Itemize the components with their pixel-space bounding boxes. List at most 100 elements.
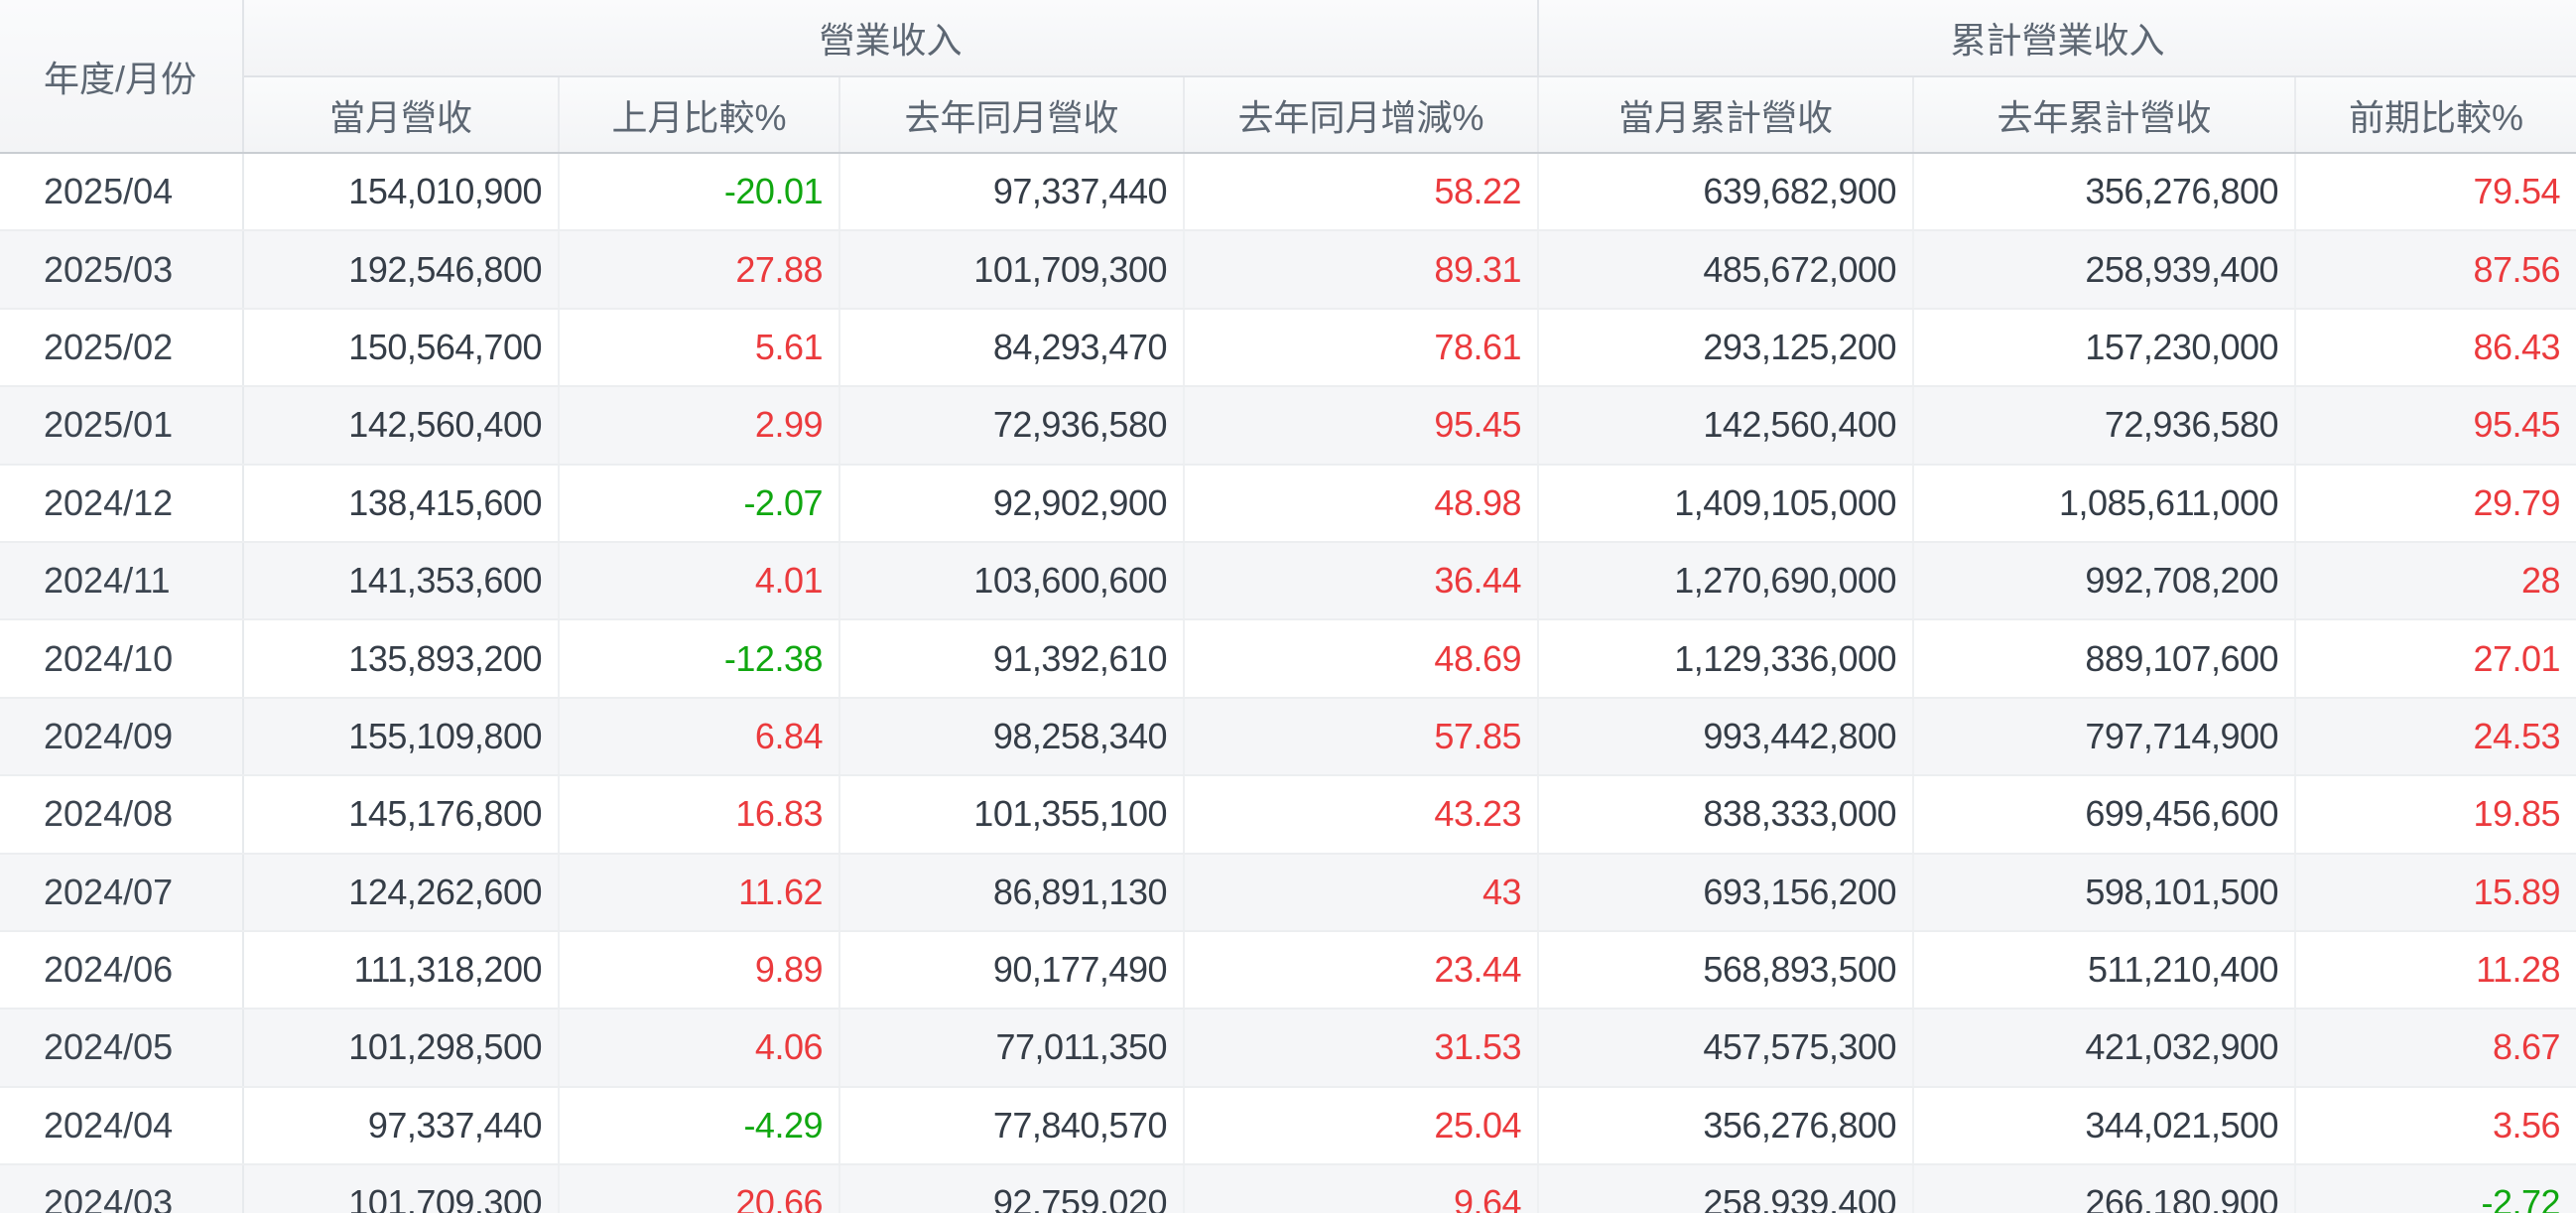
- column-header-cumulative-revenue: 當月累計營收: [1537, 76, 1915, 154]
- group-header-operating-revenue: 營業收入: [243, 0, 1539, 77]
- last-year-cumulative-revenue-cell: 1,085,611,000: [1913, 464, 2297, 543]
- period-comparison-pct-cell: 79.54: [2295, 153, 2576, 232]
- column-header-mom-comparison-pct: 上月比較%: [559, 76, 840, 154]
- period-comparison-pct-cell: 95.45: [2295, 386, 2576, 466]
- yoy-change-pct-cell: 9.64: [1184, 1164, 1540, 1213]
- cumulative-revenue-cell: 1,409,105,000: [1537, 464, 1915, 543]
- mom-comparison-pct-cell: -12.38: [559, 619, 840, 699]
- table-row: 2024/08 145,176,800 16.83 101,355,100 43…: [0, 775, 2576, 855]
- table-row: 2024/04 97,337,440 -4.29 77,840,570 25.0…: [0, 1086, 2576, 1166]
- column-header-last-year-cumulative: 去年累計營收: [1913, 76, 2297, 154]
- last-year-cumulative-revenue-cell: 421,032,900: [1913, 1009, 2297, 1088]
- yoy-change-pct-cell: 36.44: [1184, 541, 1540, 621]
- year-month-cell: 2025/02: [0, 308, 244, 388]
- period-comparison-pct-cell: 87.56: [2295, 230, 2576, 310]
- column-header-year-month: 年度/月份: [0, 0, 244, 154]
- last-year-cumulative-revenue-cell: 344,021,500: [1913, 1086, 2297, 1166]
- mom-comparison-pct-cell: -20.01: [559, 153, 840, 232]
- cumulative-revenue-cell: 356,276,800: [1537, 1086, 1915, 1166]
- monthly-revenue-cell: 101,298,500: [243, 1009, 560, 1088]
- last-year-cumulative-revenue-cell: 699,456,600: [1913, 775, 2297, 855]
- year-month-cell: 2024/05: [0, 1009, 244, 1088]
- yoy-change-pct-cell: 43.23: [1184, 775, 1540, 855]
- last-year-cumulative-revenue-cell: 157,230,000: [1913, 308, 2297, 388]
- yoy-change-pct-cell: 78.61: [1184, 308, 1540, 388]
- column-header-period-comparison-pct: 前期比較%: [2295, 76, 2576, 154]
- monthly-revenue-cell: 150,564,700: [243, 308, 560, 388]
- last-year-cumulative-revenue-cell: 598,101,500: [1913, 853, 2297, 932]
- mom-comparison-pct-cell: -2.07: [559, 464, 840, 543]
- last-year-cumulative-revenue-cell: 258,939,400: [1913, 230, 2297, 310]
- column-header-last-year-same-month: 去年同月營收: [839, 76, 1185, 154]
- monthly-revenue-cell: 145,176,800: [243, 775, 560, 855]
- table-row: 2024/11 141,353,600 4.01 103,600,600 36.…: [0, 541, 2576, 621]
- table-row: 2024/10 135,893,200 -12.38 91,392,610 48…: [0, 619, 2576, 699]
- monthly-revenue-cell: 192,546,800: [243, 230, 560, 310]
- column-header-monthly-revenue: 當月營收: [243, 76, 560, 154]
- mom-comparison-pct-cell: 2.99: [559, 386, 840, 466]
- last-year-same-month-revenue-cell: 98,258,340: [839, 697, 1185, 777]
- cumulative-revenue-cell: 258,939,400: [1537, 1164, 1915, 1213]
- period-comparison-pct-cell: 27.01: [2295, 619, 2576, 699]
- table-row: 2025/04 154,010,900 -20.01 97,337,440 58…: [0, 153, 2576, 232]
- table-row: 2025/02 150,564,700 5.61 84,293,470 78.6…: [0, 308, 2576, 388]
- period-comparison-pct-cell: 24.53: [2295, 697, 2576, 777]
- group-header-cumulative-operating-revenue: 累計營業收入: [1537, 0, 2576, 77]
- last-year-same-month-revenue-cell: 101,355,100: [839, 775, 1185, 855]
- last-year-same-month-revenue-cell: 101,709,300: [839, 230, 1185, 310]
- last-year-cumulative-revenue-cell: 992,708,200: [1913, 541, 2297, 621]
- mom-comparison-pct-cell: 11.62: [559, 853, 840, 932]
- table-row: 2024/06 111,318,200 9.89 90,177,490 23.4…: [0, 930, 2576, 1011]
- table-row: 2024/09 155,109,800 6.84 98,258,340 57.8…: [0, 697, 2576, 777]
- last-year-cumulative-revenue-cell: 511,210,400: [1913, 930, 2297, 1011]
- mom-comparison-pct-cell: 16.83: [559, 775, 840, 855]
- table-row: 2024/12 138,415,600 -2.07 92,902,900 48.…: [0, 464, 2576, 543]
- table-row: 2024/05 101,298,500 4.06 77,011,350 31.5…: [0, 1009, 2576, 1088]
- last-year-same-month-revenue-cell: 92,759,020: [839, 1164, 1185, 1213]
- period-comparison-pct-cell: 86.43: [2295, 308, 2576, 388]
- mom-comparison-pct-cell: 4.06: [559, 1009, 840, 1088]
- year-month-cell: 2024/07: [0, 853, 244, 932]
- year-month-cell: 2025/03: [0, 230, 244, 310]
- last-year-same-month-revenue-cell: 91,392,610: [839, 619, 1185, 699]
- period-comparison-pct-cell: 15.89: [2295, 853, 2576, 932]
- mom-comparison-pct-cell: 20.66: [559, 1164, 840, 1213]
- table-row: 2024/07 124,262,600 11.62 86,891,130 43 …: [0, 853, 2576, 932]
- mom-comparison-pct-cell: 9.89: [559, 930, 840, 1011]
- table-body: 2025/04 154,010,900 -20.01 97,337,440 58…: [0, 153, 2576, 1213]
- period-comparison-pct-cell: 28: [2295, 541, 2576, 621]
- cumulative-revenue-cell: 838,333,000: [1537, 775, 1915, 855]
- monthly-revenue-cell: 155,109,800: [243, 697, 560, 777]
- year-month-cell: 2024/12: [0, 464, 244, 543]
- year-month-cell: 2024/08: [0, 775, 244, 855]
- last-year-same-month-revenue-cell: 97,337,440: [839, 153, 1185, 232]
- mom-comparison-pct-cell: 27.88: [559, 230, 840, 310]
- period-comparison-pct-cell: 11.28: [2295, 930, 2576, 1011]
- last-year-same-month-revenue-cell: 77,011,350: [839, 1009, 1185, 1088]
- table-row: 2025/01 142,560,400 2.99 72,936,580 95.4…: [0, 386, 2576, 466]
- last-year-cumulative-revenue-cell: 356,276,800: [1913, 153, 2297, 232]
- last-year-same-month-revenue-cell: 77,840,570: [839, 1086, 1185, 1166]
- monthly-revenue-cell: 124,262,600: [243, 853, 560, 932]
- year-month-cell: 2024/10: [0, 619, 244, 699]
- period-comparison-pct-cell: 8.67: [2295, 1009, 2576, 1088]
- cumulative-revenue-cell: 1,129,336,000: [1537, 619, 1915, 699]
- monthly-revenue-cell: 111,318,200: [243, 930, 560, 1011]
- mom-comparison-pct-cell: 4.01: [559, 541, 840, 621]
- cumulative-revenue-cell: 568,893,500: [1537, 930, 1915, 1011]
- period-comparison-pct-cell: -2.72: [2295, 1164, 2576, 1213]
- yoy-change-pct-cell: 57.85: [1184, 697, 1540, 777]
- monthly-revenue-cell: 135,893,200: [243, 619, 560, 699]
- last-year-same-month-revenue-cell: 86,891,130: [839, 853, 1185, 932]
- cumulative-revenue-cell: 993,442,800: [1537, 697, 1915, 777]
- year-month-cell: 2024/03: [0, 1164, 244, 1213]
- yoy-change-pct-cell: 43: [1184, 853, 1540, 932]
- monthly-revenue-cell: 138,415,600: [243, 464, 560, 543]
- yoy-change-pct-cell: 89.31: [1184, 230, 1540, 310]
- period-comparison-pct-cell: 19.85: [2295, 775, 2576, 855]
- year-month-cell: 2024/09: [0, 697, 244, 777]
- yoy-change-pct-cell: 48.69: [1184, 619, 1540, 699]
- last-year-same-month-revenue-cell: 84,293,470: [839, 308, 1185, 388]
